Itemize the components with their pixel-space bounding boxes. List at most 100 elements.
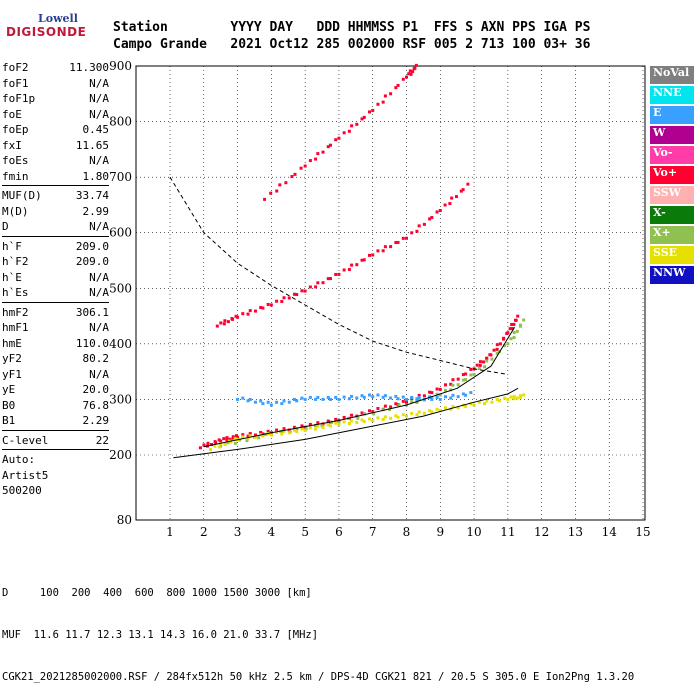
data-point [292,398,296,402]
data-point [321,397,325,401]
data-point [328,424,332,428]
data-point [206,441,210,445]
data-point [454,195,458,199]
data-point [356,416,360,420]
data-point [300,424,304,428]
data-point [450,196,454,200]
auto-scaling-info: Auto: [2,453,36,466]
y-tick-label: 400 [109,337,132,351]
data-point [435,210,439,214]
data-point [394,402,398,406]
data-point [371,395,375,399]
param-value: 11.300 [69,61,109,74]
auto-scaling-info: Artist5 [2,468,49,482]
data-point [275,299,279,303]
data-point [410,395,414,399]
data-point [225,438,229,442]
data-point [396,240,400,244]
data-point [415,397,419,401]
data-point [287,296,291,300]
param-name: foF1p [2,92,36,105]
param-name: B1 [2,414,16,427]
data-point [259,399,263,403]
data-point [287,400,291,404]
data-point [464,404,468,408]
curve-trace [203,326,516,448]
data-point [394,414,398,418]
param-row: D N/A [2,219,109,235]
data-point [448,202,452,206]
data-point [347,129,351,133]
param-value: N/A [89,92,109,105]
data-point [401,399,405,403]
param-value: 0.45 [82,123,110,136]
param-name: B0 [2,398,16,412]
data-point [231,317,235,321]
data-point [198,446,202,450]
param-name: foEp [2,123,29,136]
data-point [464,393,468,397]
data-point [408,69,412,73]
data-point [417,395,421,399]
param-row: yF2 80.2 [2,351,109,367]
data-point [401,77,405,81]
data-point [478,360,482,364]
y-tick-label: 200 [109,448,132,462]
data-point [449,388,453,392]
data-point [350,394,354,398]
data-point [253,309,257,313]
data-point [495,347,499,351]
param-name: foF2 [2,61,29,74]
data-point [401,395,405,399]
data-point [376,102,380,106]
data-point [430,215,434,219]
x-tick-label: 11 [500,525,515,539]
data-point [328,397,332,401]
data-point [290,175,294,179]
data-point [287,431,291,435]
data-point [300,396,304,400]
param-name: foF1 [2,76,29,90]
data-point [234,314,238,318]
data-point [438,208,442,212]
param-name: hmF2 [2,305,29,319]
data-point [362,115,366,119]
data-point [326,423,330,427]
footer-distance: D 100 200 400 600 800 1000 1500 3000 [km… [2,587,312,599]
param-row: hmF1 N/A [2,320,109,336]
data-point [376,416,380,420]
data-point [396,397,400,401]
data-point [321,425,325,429]
data-point [367,393,371,397]
data-point [456,406,460,410]
data-point [350,419,354,423]
data-point [497,399,501,403]
param-row: foF2 11.300 [2,60,109,76]
param-row: foF1 N/A [2,76,109,92]
param-value: 33.74 [75,189,109,202]
data-point [215,324,219,328]
y-tick-label: 300 [109,392,132,406]
data-point [362,420,366,424]
curve-profile [173,387,519,459]
data-point [512,336,516,340]
data-point [326,395,330,399]
data-point [449,407,453,411]
data-point [490,357,494,361]
data-point [275,189,279,193]
data-point [415,413,419,417]
data-point [209,447,213,451]
x-tick-label: 3 [234,525,242,539]
param-value: N/A [89,286,109,299]
data-point [483,365,487,369]
data-point [223,442,227,446]
data-point [401,413,405,417]
data-point [435,407,439,411]
data-point [326,277,330,281]
data-point [202,443,206,447]
data-point [217,438,221,442]
data-point [449,382,453,386]
data-point [456,395,460,399]
data-point [342,395,346,399]
data-point [316,424,320,428]
